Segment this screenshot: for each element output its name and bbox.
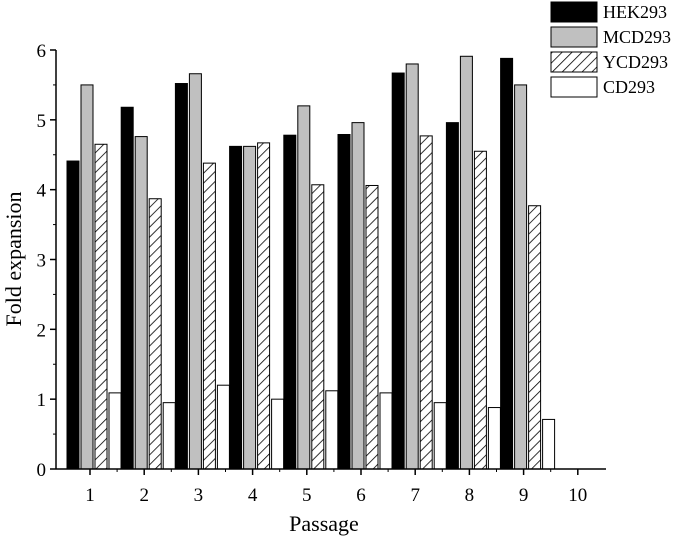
- y-tick-label: 2: [37, 320, 47, 341]
- y-tick-label: 6: [37, 41, 47, 62]
- y-tick-label: 4: [37, 181, 47, 202]
- bar-hek293-passage-9: [500, 57, 514, 470]
- bar-hek293-passage-1: [66, 160, 80, 470]
- bar-cd293-passage-9: [542, 418, 556, 470]
- plot-area: [66, 55, 556, 470]
- bar-hek293-passage-3: [174, 83, 188, 470]
- x-tick-label: 7: [410, 485, 420, 506]
- bar-mcd293-passage-8: [459, 55, 473, 470]
- legend-swatch-mcd293: [550, 26, 598, 48]
- bar-cd293-passage-5: [325, 390, 339, 470]
- y-axis-title: Fold expansion: [1, 191, 26, 326]
- axes: 0 1 2 3 4 5 6 1 2 3 4 5 6 7 8 9 10: [37, 41, 606, 506]
- x-tick-label: 2: [139, 485, 149, 506]
- x-tick-label: 10: [568, 485, 587, 506]
- legend-label-cd293: CD293: [603, 77, 655, 97]
- bar-ycd293-passage-7: [419, 135, 433, 470]
- x-tick-label: 8: [465, 485, 475, 506]
- bar-ycd293-passage-9: [528, 205, 542, 470]
- bar-hek293-passage-5: [283, 134, 297, 470]
- bar-cd293-passage-6: [379, 392, 393, 470]
- x-tick-label: 1: [85, 485, 95, 506]
- bar-cd293-passage-3: [216, 384, 230, 470]
- x-tick-label: 3: [194, 485, 204, 506]
- bar-hek293-passage-8: [445, 122, 459, 470]
- bar-mcd293-passage-1: [80, 84, 94, 470]
- bar-ycd293-passage-1: [94, 143, 108, 470]
- bar-cd293-passage-1: [108, 392, 122, 470]
- bar-mcd293-passage-7: [405, 63, 419, 470]
- y-tick-label: 3: [37, 251, 47, 272]
- x-tick-label: 4: [248, 485, 258, 506]
- legend-label-hek293: HEK293: [603, 2, 667, 22]
- bar-mcd293-passage-4: [243, 145, 257, 470]
- bar-hek293-passage-6: [337, 133, 351, 470]
- bar-ycd293-passage-3: [202, 162, 216, 470]
- x-tick-label: 9: [519, 485, 529, 506]
- bar-cd293-passage-4: [271, 398, 285, 470]
- legend-swatch-ycd293: [550, 51, 598, 73]
- legend-swatch-hek293: [550, 1, 598, 23]
- y-tick-label: 5: [37, 111, 47, 132]
- legend-swatch-cd293: [550, 76, 598, 98]
- bar-hek293-passage-2: [120, 106, 134, 470]
- bar-mcd293-passage-9: [514, 84, 528, 470]
- y-tick-label: 0: [37, 460, 47, 481]
- bar-mcd293-passage-6: [351, 122, 365, 470]
- bar-mcd293-passage-5: [297, 105, 311, 470]
- bar-ycd293-passage-6: [365, 184, 379, 470]
- bar-hek293-passage-7: [391, 72, 405, 470]
- bar-cd293-passage-8: [487, 407, 501, 470]
- bar-ycd293-passage-5: [311, 184, 325, 470]
- x-tick-label: 6: [356, 485, 366, 506]
- legend: HEK293 MCD293 YCD293 CD293: [550, 1, 671, 98]
- legend-label-mcd293: MCD293: [603, 27, 671, 47]
- bar-hek293-passage-4: [229, 145, 243, 470]
- x-axis-title: Passage: [289, 511, 359, 536]
- bar-cd293-passage-2: [162, 402, 176, 470]
- x-tick-label: 5: [302, 485, 312, 506]
- y-tick-label: 1: [37, 390, 47, 411]
- bar-ycd293-passage-8: [473, 150, 487, 470]
- bar-mcd293-passage-3: [188, 73, 202, 470]
- bar-cd293-passage-7: [433, 402, 447, 470]
- bar-ycd293-passage-2: [148, 198, 162, 470]
- bar-ycd293-passage-4: [257, 142, 271, 470]
- bar-mcd293-passage-2: [134, 136, 148, 470]
- legend-label-ycd293: YCD293: [603, 52, 668, 72]
